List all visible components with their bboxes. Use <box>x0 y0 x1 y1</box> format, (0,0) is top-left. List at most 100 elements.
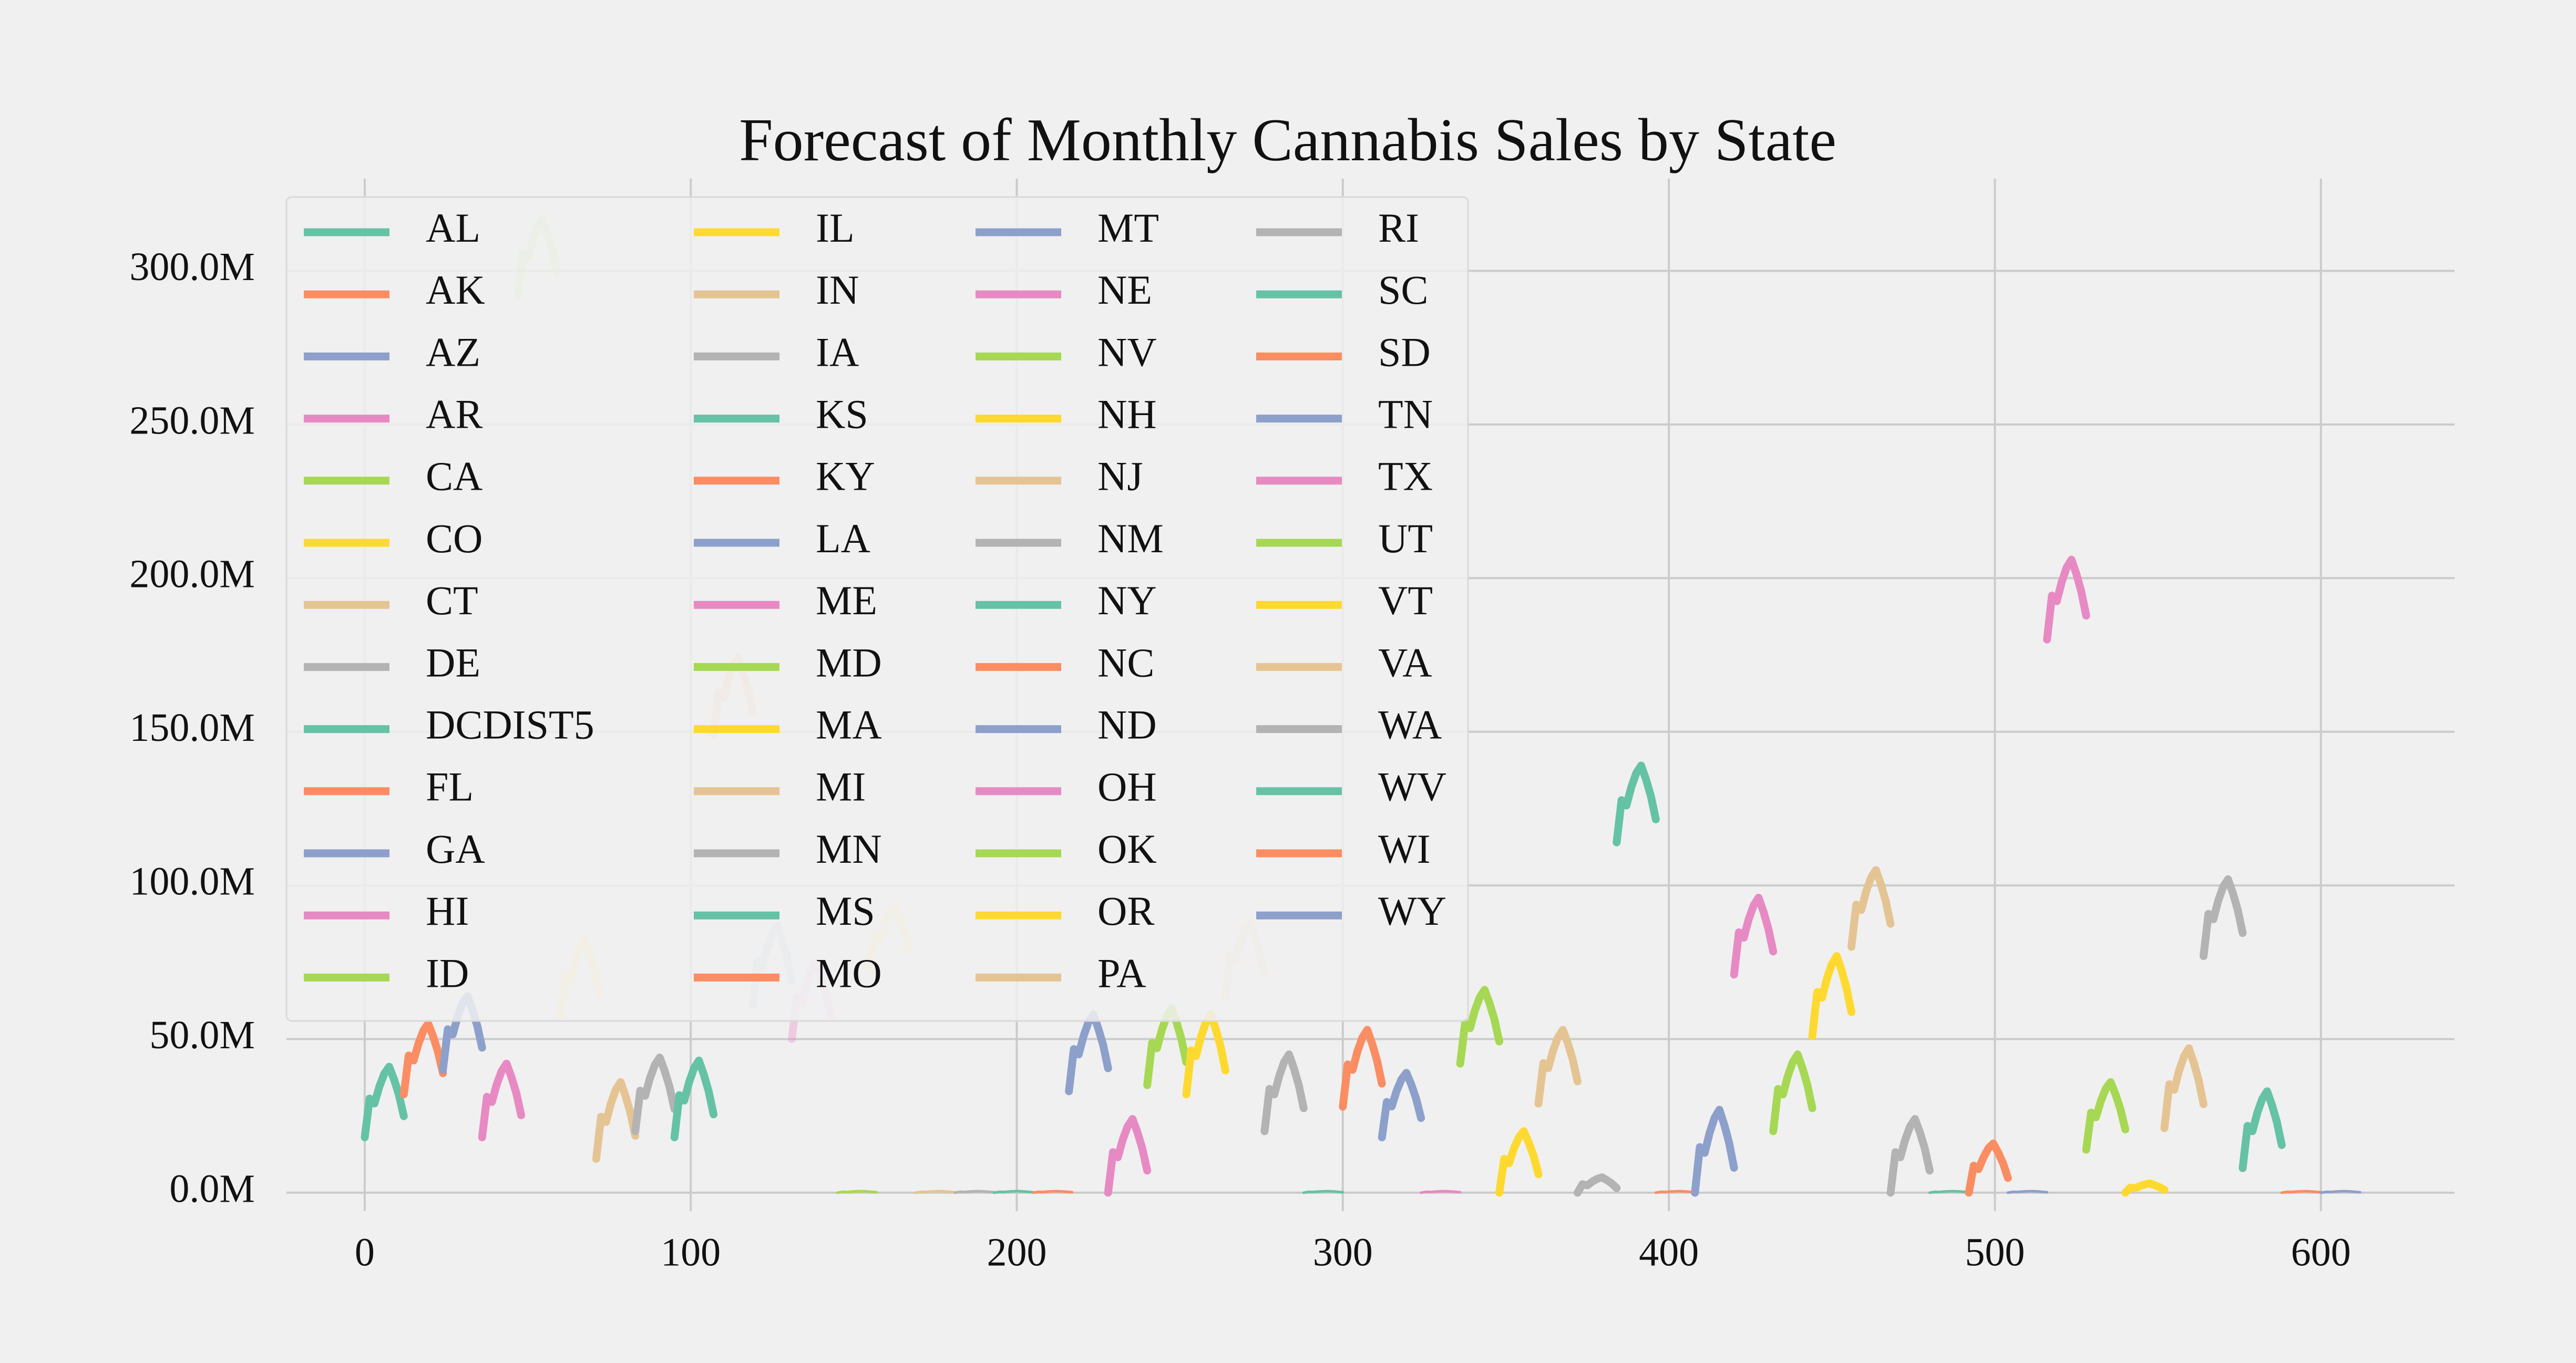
legend-label-al: AL <box>426 205 480 251</box>
y-tick-label: 100.0M <box>129 860 255 904</box>
series-line-ky <box>1032 1190 1074 1194</box>
legend-label-md: MD <box>816 639 882 685</box>
series-line-ms <box>1302 1190 1345 1194</box>
x-tick-label: 0 <box>355 1231 375 1275</box>
series-line-tn <box>2006 1190 2049 1194</box>
legend-label-ks: KS <box>816 391 868 437</box>
series-line-wv <box>2239 1087 2286 1172</box>
legend-label-pa: PA <box>1097 950 1146 996</box>
x-tick-label: 500 <box>1965 1231 2025 1275</box>
x-tick-label: 300 <box>1313 1231 1373 1275</box>
series-line-nc <box>1654 1190 1697 1194</box>
legend-label-vt: VT <box>1378 577 1433 623</box>
legend-label-wa: WA <box>1378 702 1442 748</box>
series-line-ar <box>478 1059 526 1142</box>
legend-label-id: ID <box>426 950 469 996</box>
legend-label-nh: NH <box>1097 391 1157 437</box>
series-line-nj <box>1534 1026 1582 1108</box>
legend-label-ma: MA <box>816 702 882 748</box>
legend-label-mi: MI <box>816 764 866 810</box>
legend-label-la: LA <box>816 515 870 561</box>
legend-label-ar: AR <box>426 391 483 437</box>
series-line-ny <box>1613 761 1660 846</box>
series-line-tx <box>2043 555 2090 644</box>
legend-label-wi: WI <box>1378 826 1431 872</box>
legend-label-oh: OH <box>1097 764 1157 810</box>
legend-label-ga: GA <box>426 826 485 872</box>
legend: AL AK AZ AR CA CO CT DE DCDIST5 FL GA HI ID IL IN IA KS K… <box>285 196 1469 1022</box>
legend-label-dcdist5: DCDIST5 <box>426 702 594 748</box>
series-line-nm <box>1573 1173 1621 1197</box>
legend-box <box>285 196 1469 1022</box>
series-line-ne <box>1420 1190 1462 1194</box>
legend-label-ne: NE <box>1097 267 1152 313</box>
y-tick-label: 200.0M <box>129 552 255 596</box>
legend-label-nm: NM <box>1097 515 1164 561</box>
series-line-or <box>1808 952 1855 1040</box>
legend-label-nv: NV <box>1097 329 1157 375</box>
legend-label-ms: MS <box>816 888 875 934</box>
legend-label-ri: RI <box>1378 205 1419 251</box>
series-line-ct <box>592 1078 640 1163</box>
legend-label-de: DE <box>426 639 480 685</box>
legend-label-il: IL <box>816 205 855 251</box>
legend-label-wv: WV <box>1378 764 1446 810</box>
chart-title: Forecast of Monthly Cannabis Sales by St… <box>739 107 1836 174</box>
series-line-sc <box>1928 1190 1971 1194</box>
series-line-ia <box>953 1190 995 1194</box>
series-line-va <box>2160 1044 2208 1132</box>
x-tick-label: 600 <box>2291 1231 2351 1275</box>
legend-label-mt: MT <box>1097 205 1159 251</box>
legend-label-or: OR <box>1097 888 1154 934</box>
y-tick-label: 0.0M <box>169 1166 255 1211</box>
series-line-ut <box>2082 1078 2129 1154</box>
series-line-in <box>914 1190 957 1194</box>
tick-labels: 0 100 200 300 400 500 600 0.0M 50.0M 100.0M 150.0M… <box>129 245 2351 1275</box>
y-tick-label: 50.0M <box>149 1013 255 1057</box>
legend-label-hi: HI <box>426 888 469 934</box>
x-tick-label: 100 <box>661 1231 721 1275</box>
series-line-al <box>361 1062 408 1142</box>
series-line-ma <box>1182 1010 1229 1099</box>
legend-label-ny: NY <box>1097 577 1157 623</box>
series-line-mo <box>1339 1026 1386 1111</box>
legend-label-fl: FL <box>426 764 474 810</box>
legend-label-ky: KY <box>816 453 875 499</box>
series-line-mn <box>1260 1050 1308 1135</box>
series-line-ok <box>1769 1050 1816 1135</box>
legend-label-mo: MO <box>816 950 882 996</box>
legend-label-ct: CT <box>426 577 478 623</box>
series-line-nh <box>1495 1127 1543 1197</box>
series-line-nd <box>1691 1106 1738 1197</box>
legend-label-ca: CA <box>426 453 483 499</box>
x-tick-label: 400 <box>1639 1231 1699 1275</box>
series-line-sd <box>1965 1139 2012 1197</box>
legend-label-az: AZ <box>426 329 480 375</box>
legend-label-co: CO <box>426 515 483 561</box>
legend-label-tn: TN <box>1378 391 1433 437</box>
legend-label-sc: SC <box>1378 267 1428 313</box>
legend-label-mn: MN <box>816 826 882 872</box>
series-line-vt <box>2121 1179 2169 1197</box>
series-line-mt <box>1378 1069 1425 1142</box>
y-tick-label: 300.0M <box>129 245 255 289</box>
legend-label-ia: IA <box>816 329 859 375</box>
legend-label-ok: OK <box>1097 826 1157 872</box>
series-line-wy <box>2320 1190 2362 1194</box>
series-line-wi <box>2280 1190 2323 1194</box>
legend-label-va: VA <box>1378 639 1432 685</box>
legend-label-nc: NC <box>1097 639 1154 685</box>
y-tick-label: 150.0M <box>129 706 255 750</box>
legend-label-wy: WY <box>1378 888 1446 934</box>
x-tick-label: 200 <box>987 1231 1046 1275</box>
series-line-ks <box>992 1190 1034 1194</box>
series-line-dcdist5 <box>670 1056 718 1142</box>
legend-label-me: ME <box>816 577 877 623</box>
legend-label-ut: UT <box>1378 515 1433 561</box>
series-line-me <box>1104 1115 1152 1197</box>
series-line-ri <box>1886 1115 1934 1197</box>
series-line-nv <box>1456 986 1503 1068</box>
legend-label-tx: TX <box>1378 453 1433 499</box>
legend-label-nd: ND <box>1097 702 1157 748</box>
